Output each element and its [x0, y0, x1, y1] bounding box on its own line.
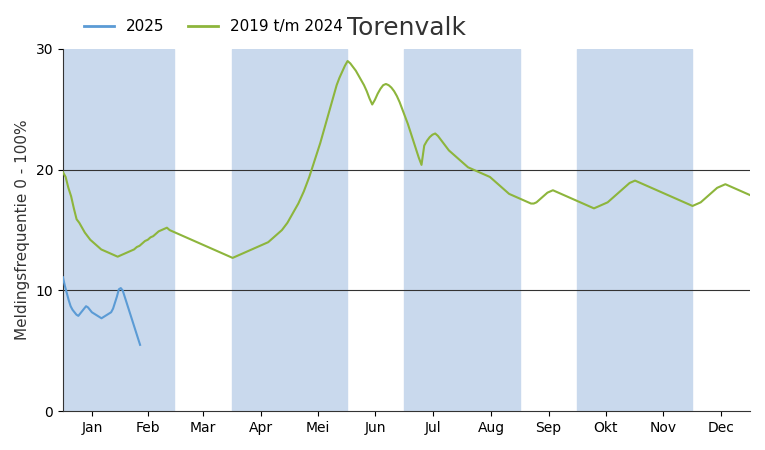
Bar [462, 49, 520, 411]
Y-axis label: Meldingsfrequentie 0 - 100%: Meldingsfrequentie 0 - 100% [15, 120, 30, 340]
Bar [404, 49, 462, 411]
Bar [289, 49, 347, 411]
Legend: 2025, 2019 t/m 2024: 2025, 2019 t/m 2024 [77, 13, 350, 40]
Bar [635, 49, 692, 411]
Title: Torenvalk: Torenvalk [347, 16, 466, 40]
Bar [122, 49, 174, 411]
Bar [577, 49, 635, 411]
Bar [233, 49, 289, 411]
Bar [63, 49, 122, 411]
